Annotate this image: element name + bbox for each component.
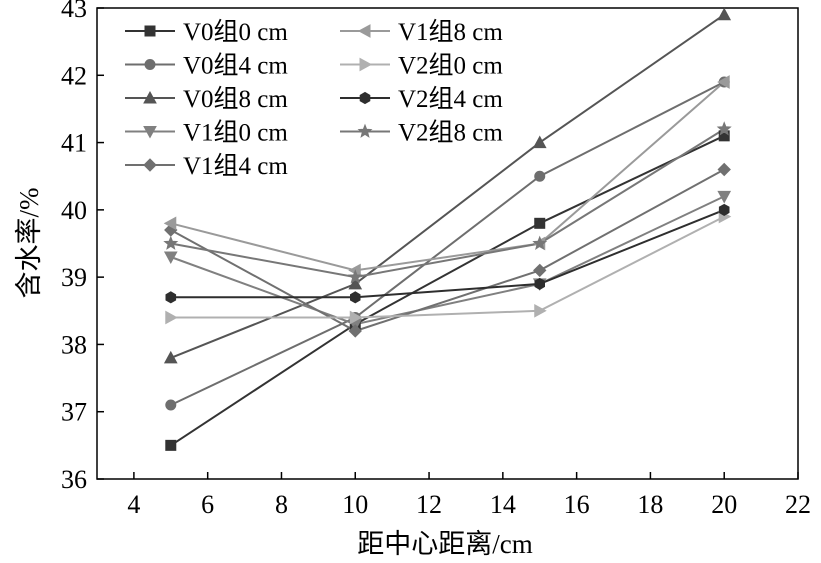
legend-label: V0组4 cm <box>183 52 288 80</box>
y-tick-label: 42 <box>61 61 87 90</box>
legend-item: V0组0 cm <box>125 18 288 46</box>
legend-item: V0组8 cm <box>125 85 288 113</box>
y-tick-label: 37 <box>61 398 87 427</box>
data-point <box>718 203 730 216</box>
data-point <box>348 324 362 338</box>
data-point <box>163 216 177 231</box>
data-point <box>717 75 730 89</box>
tick-labels: 4 6 8 10 12 14 16 18 20 22 36 37 38 39 40 41 42 43 <box>61 0 811 519</box>
legend-item: V1组0 cm <box>125 119 288 147</box>
x-tick-label: 8 <box>275 490 288 519</box>
data-point <box>534 217 546 229</box>
legend-item: V2组0 cm <box>340 52 503 80</box>
series-line-9 <box>170 128 725 279</box>
plot-frame <box>96 7 799 480</box>
data-point <box>532 135 547 149</box>
series-line-8 <box>170 208 725 299</box>
series-line-4 <box>170 195 725 326</box>
series-line-3 <box>170 13 725 359</box>
data-point <box>534 170 546 182</box>
data-point <box>347 269 363 284</box>
data-point <box>532 235 548 250</box>
legend-label: V1组0 cm <box>183 119 288 147</box>
series-line-5 <box>170 168 725 333</box>
series-markers <box>163 7 732 451</box>
y-tick-label: 38 <box>61 330 87 359</box>
x-tick-label: 22 <box>785 490 811 519</box>
legend-label: V2组8 cm <box>398 119 503 147</box>
data-point <box>716 121 732 136</box>
data-point <box>165 291 177 304</box>
series-line-2 <box>170 81 725 406</box>
series-lines <box>170 13 725 447</box>
x-tick-label: 16 <box>564 490 590 519</box>
series-line-6 <box>170 81 725 272</box>
data-point <box>348 276 363 290</box>
data-point <box>165 439 177 451</box>
data-point <box>350 291 361 304</box>
legend-label: V1组4 cm <box>183 152 288 180</box>
legend-marker <box>357 123 373 138</box>
legend-label: V2组0 cm <box>398 52 503 80</box>
legend-label: V0组0 cm <box>183 18 288 46</box>
data-point <box>717 7 732 21</box>
x-tick-label: 14 <box>490 490 516 519</box>
data-point <box>165 310 178 325</box>
legend-marker <box>143 126 157 139</box>
legend-label: V2组4 cm <box>398 85 503 113</box>
series-line-1 <box>170 134 725 447</box>
data-point <box>163 350 178 364</box>
legend-marker <box>359 91 371 105</box>
x-tick-label: 10 <box>342 490 368 519</box>
data-point <box>163 251 178 265</box>
legend-item: V2组8 cm <box>340 119 503 147</box>
data-point <box>349 310 363 325</box>
legend-item: V1组4 cm <box>125 152 288 180</box>
y-tick-label: 39 <box>61 263 87 292</box>
x-tick-label: 4 <box>127 490 140 519</box>
data-point <box>163 235 179 250</box>
legend-marker <box>144 59 156 70</box>
data-point <box>717 162 731 177</box>
x-tick-label: 6 <box>201 490 214 519</box>
legend-marker <box>359 57 373 72</box>
legend: V0组0 cm V0组4 cm V0组8 cm V1组0 cm V1组4 cm V1组8 … <box>125 18 503 180</box>
axes <box>96 7 799 480</box>
legend-item: V0组4 cm <box>125 52 288 80</box>
data-point <box>717 190 732 204</box>
y-tick-label: 43 <box>61 0 87 23</box>
x-tick-label: 18 <box>637 490 663 519</box>
legend-marker <box>143 158 157 172</box>
y-tick-label: 36 <box>61 465 87 494</box>
series-line-7 <box>170 215 725 319</box>
legend-item: V1组8 cm <box>340 18 503 46</box>
x-tick-label: 20 <box>711 490 737 519</box>
data-point <box>533 263 547 278</box>
y-axis-title: 含水率/% <box>14 188 44 299</box>
y-tick-label: 40 <box>61 196 87 225</box>
y-tick-label: 41 <box>61 129 87 158</box>
legend-marker <box>143 90 157 104</box>
legend-item: V2组4 cm <box>340 85 503 113</box>
legend-marker <box>357 24 371 38</box>
data-point <box>165 399 177 411</box>
x-axis-title: 距中心距离/cm <box>357 529 533 559</box>
legend-label: V1组8 cm <box>398 18 503 46</box>
legend-label: V0组8 cm <box>183 85 288 113</box>
data-point <box>534 303 547 318</box>
data-point <box>534 277 545 290</box>
legend-marker <box>144 25 156 37</box>
x-tick-label: 12 <box>416 490 442 519</box>
